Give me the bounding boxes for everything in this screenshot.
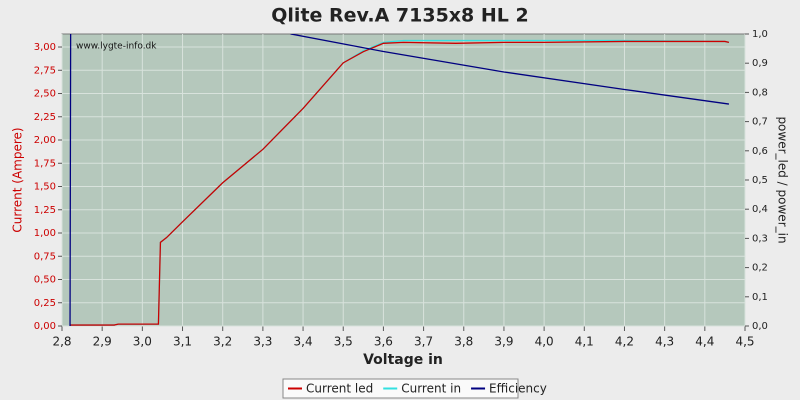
y2-tick-label: 0,3 xyxy=(752,233,768,244)
legend-label: Current led xyxy=(306,382,373,396)
x-tick-label: 3,3 xyxy=(253,335,272,349)
x-tick-label: 3,9 xyxy=(494,335,513,349)
x-tick-label: 3,2 xyxy=(213,335,232,349)
legend: Current led Current in Efficiency xyxy=(282,378,547,399)
x-tick-label: 4,2 xyxy=(615,335,634,349)
x-tick-label: 2,8 xyxy=(52,335,71,349)
y-tick-label: 0,75 xyxy=(34,251,56,262)
legend-label: Current in xyxy=(401,382,461,396)
y-tick-label: 1,50 xyxy=(34,182,56,193)
x-tick-label: 4,1 xyxy=(575,335,594,349)
plot-area xyxy=(61,33,746,327)
y2-tick-label: 1,0 xyxy=(752,29,768,40)
watermark: www.lygte-info.dk xyxy=(76,42,157,52)
y-tick-label: 0,25 xyxy=(34,298,56,309)
y-tick-label: 1,00 xyxy=(34,228,56,239)
x-tick-label: 3,1 xyxy=(173,335,192,349)
y2-tick-label: 0,6 xyxy=(752,146,768,157)
y2-tick-label: 0,5 xyxy=(752,175,768,186)
y2-tick-label: 0,4 xyxy=(752,204,768,215)
x-tick-label: 4,3 xyxy=(655,335,674,349)
x-tick-label: 3,8 xyxy=(454,335,473,349)
y2-tick-label: 0,2 xyxy=(752,263,768,274)
y2-tick-label: 0,1 xyxy=(752,292,768,303)
x-tick-label: 3,7 xyxy=(414,335,433,349)
y2-axis-label: power_led / power_in xyxy=(776,116,790,243)
legend-box xyxy=(282,378,519,399)
y-tick-label: 2,75 xyxy=(34,65,56,76)
x-tick-label: 3,5 xyxy=(334,335,353,349)
legend-label: Efficiency xyxy=(489,382,547,396)
x-tick-label: 4,0 xyxy=(535,335,554,349)
y-axis-label: Current (Ampere) xyxy=(11,127,25,232)
chart-title: Qlite Rev.A 7135x8 HL 2 xyxy=(271,5,528,27)
x-tick-label: 3,0 xyxy=(133,335,152,349)
series-line xyxy=(70,40,730,326)
x-axis-label: Voltage in xyxy=(363,352,443,368)
x-tick-label: 3,6 xyxy=(374,335,393,349)
x-tick-label: 2,9 xyxy=(93,335,112,349)
y-tick-label: 0,00 xyxy=(34,321,56,332)
y-tick-label: 1,25 xyxy=(34,205,56,216)
y2-tick-label: 0,7 xyxy=(752,117,768,128)
y2-tick-label: 0,9 xyxy=(752,58,768,69)
y-tick-label: 2,25 xyxy=(34,112,56,123)
y-tick-label: 2,50 xyxy=(34,89,56,100)
y2-tick-label: 0,0 xyxy=(752,321,768,332)
y-tick-label: 1,75 xyxy=(34,158,56,169)
y-tick-label: 0,50 xyxy=(34,275,56,286)
x-tick-label: 3,4 xyxy=(294,335,313,349)
series-line xyxy=(69,34,730,326)
y-tick-label: 2,00 xyxy=(34,135,56,146)
y2-tick-label: 0,8 xyxy=(752,87,768,98)
x-tick-label: 4,5 xyxy=(735,335,754,349)
x-tick-label: 4,4 xyxy=(695,335,714,349)
y-tick-label: 3,00 xyxy=(34,42,56,53)
